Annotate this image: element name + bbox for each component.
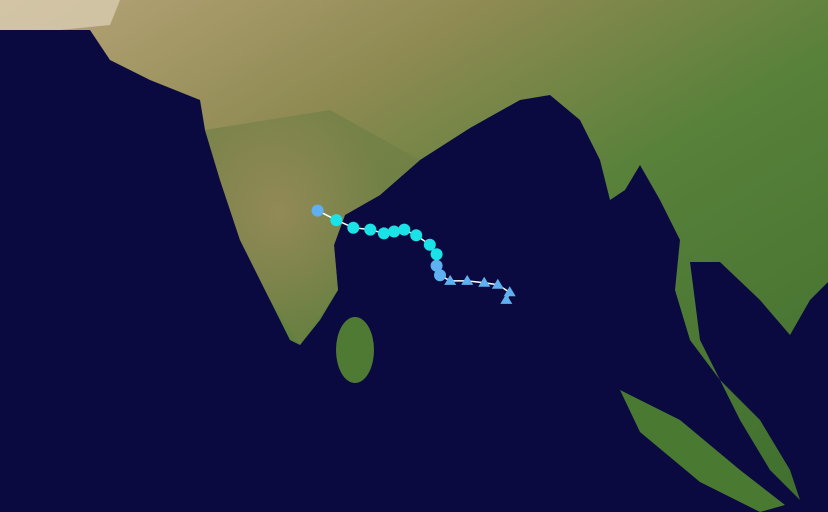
indian-peninsula [205,110,420,345]
track-point-tropical-storm [423,238,436,251]
track-point-tropical-storm [364,223,377,236]
track-point-depression [434,269,446,282]
track-point-tropical-storm [347,221,360,234]
track-point-low [444,274,457,285]
track-point-tropical-storm [377,227,390,240]
sri-lanka [336,317,374,383]
track-point-tropical-storm [398,223,411,236]
track-point-low [503,286,516,297]
track-point-low [491,278,504,289]
track-point-tropical-storm [388,225,401,238]
track-point-depression [311,204,324,217]
desert-region [0,0,120,30]
track-point-low [500,293,513,304]
track-point-low [478,276,491,287]
track-point-low [461,274,474,285]
track-point-tropical-storm [410,229,423,242]
track-point-tropical-storm [330,214,343,227]
asia-mainland [0,0,828,500]
track-point-tropical-storm [430,248,443,261]
track-point-depression [430,259,443,272]
sumatra [620,390,785,512]
